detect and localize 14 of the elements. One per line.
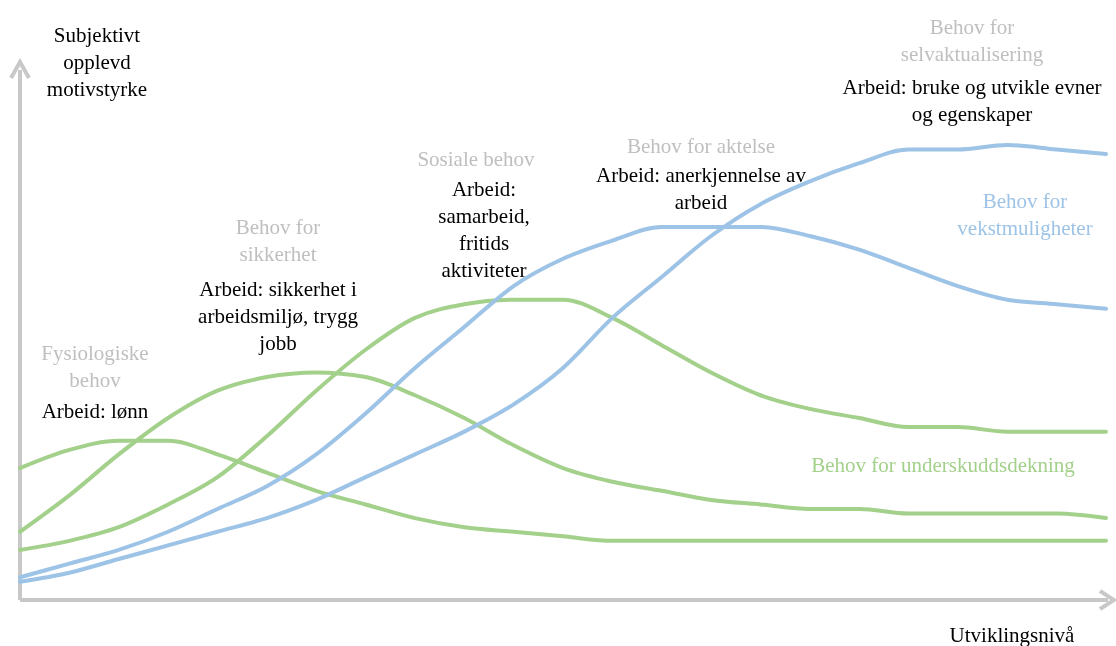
x-axis-title: Utviklingsnivå — [949, 623, 1076, 646]
annotation: Sosiale behov — [417, 147, 536, 171]
annotation: Arbeid: sikkerhet i arbeidsmiljø, trygg jobb — [198, 277, 359, 355]
annotation: Arbeid: anerkjennelse av arbeid — [596, 163, 807, 214]
annotation: Behov for aktelse — [626, 134, 776, 158]
annotation: Arbeid: lønn — [41, 399, 149, 423]
annotation: Arbeid: samarbeid, fritids aktiviteter — [438, 177, 530, 282]
text: Arbeid: bruke og utvikle evner og egenskaper — [842, 75, 1102, 126]
text: Behov for selvaktualisering — [900, 15, 1044, 66]
annotation: Behov for sikkerhet — [235, 215, 321, 266]
annotation: Fysiologiske behov — [41, 341, 149, 392]
y-axis-title: Subjektivt opplevd motivstyrke — [46, 23, 148, 101]
annotation: Behov for underskuddsdekning — [811, 453, 1076, 477]
annotation: Behov for vekstmuligheter — [957, 189, 1093, 240]
